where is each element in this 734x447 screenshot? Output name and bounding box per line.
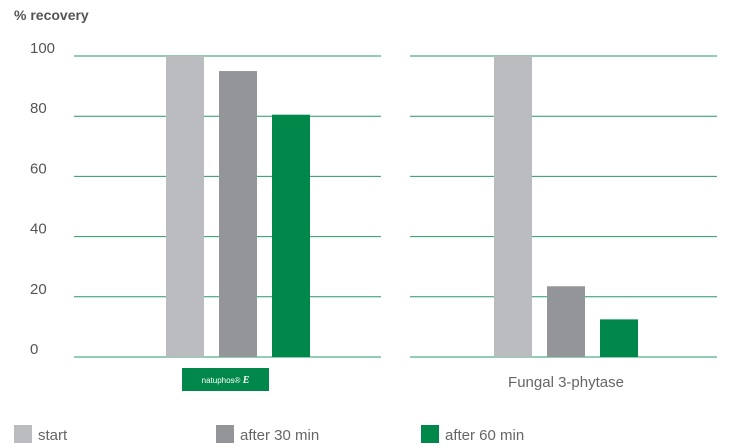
logo-badge xyxy=(182,368,269,391)
legend-swatch-1 xyxy=(14,425,32,443)
legend-swatch-3 xyxy=(421,425,439,443)
legend-item-2: after 30 min xyxy=(216,425,319,444)
legend-swatch-2 xyxy=(216,425,234,443)
legend-item-3: after 60 min xyxy=(421,425,524,444)
bar-group2-series3 xyxy=(600,319,638,357)
y-tick-label-80: 80 xyxy=(30,100,47,117)
legend-label-1: start xyxy=(38,427,68,444)
legend-label-3: after 60 min xyxy=(445,427,524,444)
bars xyxy=(166,56,638,358)
logo-word: natuphos® xyxy=(202,376,243,385)
legend-item-1: start xyxy=(14,425,68,444)
natuphos-logo: natuphos® E xyxy=(182,368,269,391)
y-tick-label-40: 40 xyxy=(30,221,47,238)
y-tick-label-60: 60 xyxy=(30,160,47,177)
bar-group1-series2 xyxy=(219,71,257,358)
bar-group1-series1 xyxy=(166,56,204,357)
legend-label-2: after 30 min xyxy=(240,427,319,444)
group-labels: natuphos® E Fungal 3-phytase xyxy=(182,368,624,391)
y-tick-label-100: 100 xyxy=(30,40,55,57)
bar-group2-series1 xyxy=(494,56,532,357)
y-tick-labels: 0 20 40 60 80 100 xyxy=(30,40,55,358)
group-label-2: Fungal 3-phytase xyxy=(508,374,624,391)
legend: start after 30 min after 60 min xyxy=(14,425,524,444)
y-tick-label-0: 0 xyxy=(30,341,38,358)
group-label-1: natuphos® E xyxy=(202,375,250,386)
bar-group1-series3 xyxy=(272,114,310,357)
y-axis-label: % recovery xyxy=(14,7,89,23)
bar-group2-series2 xyxy=(547,286,585,357)
y-tick-label-20: 20 xyxy=(30,281,47,298)
logo-letter: E xyxy=(242,375,250,386)
